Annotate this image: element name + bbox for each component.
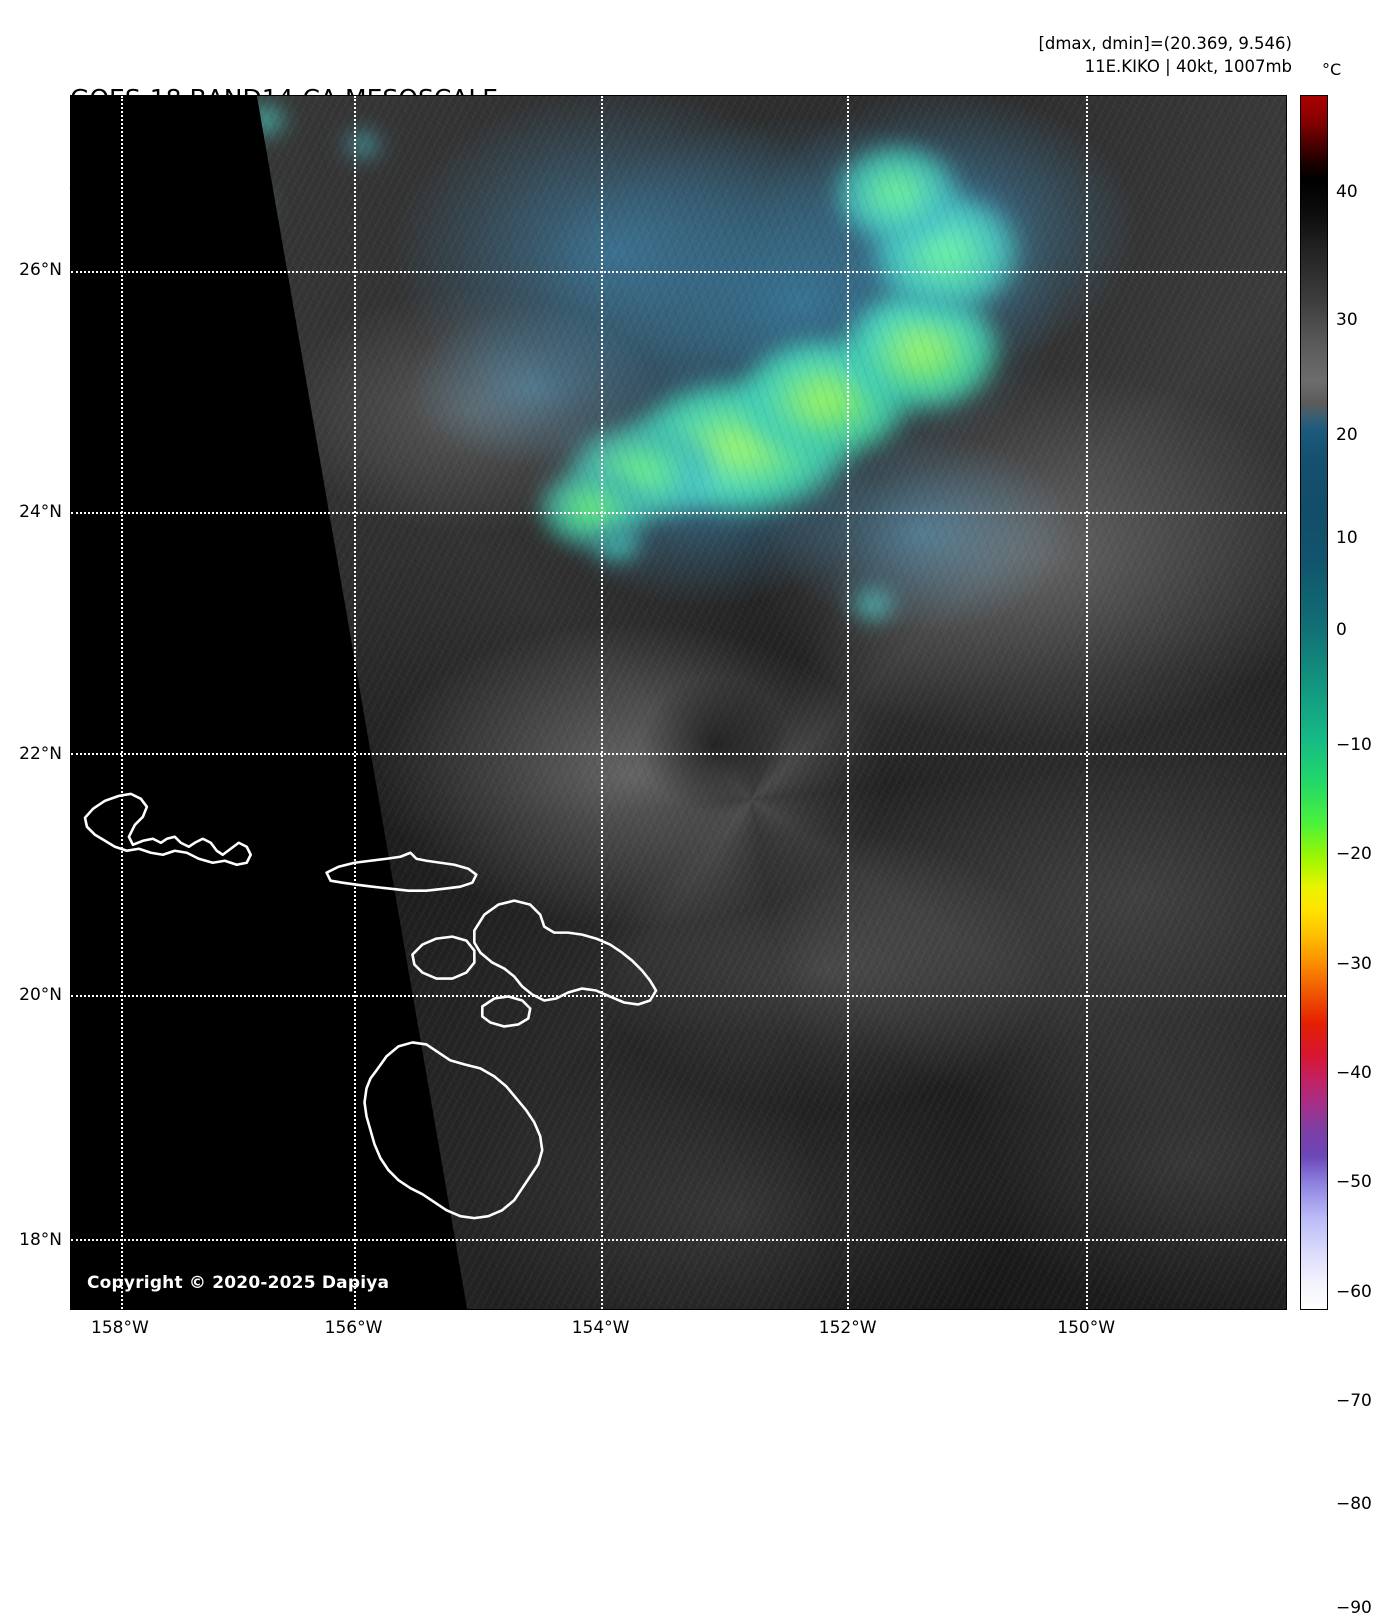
- kahoolawe-outline: [481, 995, 532, 1028]
- x-axis-tick-1: 156°W: [324, 1318, 383, 1338]
- plot-inner: Copyright © 2020-2025 Dapiya: [71, 96, 1286, 1309]
- coastline-overlay: [83, 792, 658, 1220]
- storm-info-readout: 11E.KIKO | 40kt, 1007mb: [1084, 57, 1292, 77]
- colorbar-tick-3: 10: [1336, 528, 1358, 549]
- gridline-horizontal-2: [71, 753, 1286, 756]
- metadata-block: [dmax, dmin]=(20.369, 9.546) 11E.KIKO | …: [1038, 32, 1292, 79]
- convective-cells-layer: [256, 96, 1286, 1309]
- hawaii-big-island-outline: [363, 1041, 544, 1220]
- colorbar-tick-7: −30: [1336, 953, 1372, 974]
- temperature-colorbar[interactable]: [1300, 95, 1328, 1310]
- colorbar-tick-2: 20: [1336, 425, 1358, 446]
- molokai-outline: [325, 851, 478, 892]
- gridline-horizontal-3: [71, 994, 1286, 997]
- colorbar-tick-9: −50: [1336, 1172, 1372, 1193]
- x-axis-tick-4: 150°W: [1057, 1318, 1116, 1338]
- y-axis-tick-3: 20°N: [19, 985, 62, 1006]
- gridline-horizontal-0: [71, 270, 1286, 273]
- colorbar-tick-8: −40: [1336, 1063, 1372, 1084]
- colorbar-tick-4: 0: [1336, 619, 1347, 640]
- colorbar-tick-6: −20: [1336, 844, 1372, 865]
- colorbar-tick-0: 40: [1336, 182, 1358, 203]
- dmax-dmin-readout: [dmax, dmin]=(20.369, 9.546): [1038, 34, 1292, 53]
- gridline-vertical-0: [120, 96, 123, 1309]
- gridline-horizontal-1: [71, 512, 1286, 515]
- gridline-vertical-2: [600, 96, 603, 1309]
- y-axis-tick-1: 24°N: [19, 501, 62, 522]
- colorbar-tick-1: 30: [1336, 309, 1358, 330]
- gridline-vertical-4: [1085, 96, 1088, 1309]
- colorbar-tick-11: −70: [1336, 1391, 1372, 1412]
- maui-outline: [473, 899, 658, 1006]
- colorbar-tick-10: −60: [1336, 1281, 1372, 1302]
- convective-cell-10: [345, 129, 380, 160]
- x-axis-tick-2: 154°W: [571, 1318, 630, 1338]
- y-axis-tick-0: 26°N: [19, 259, 62, 280]
- x-axis-tick-3: 152°W: [818, 1318, 877, 1338]
- y-axis-tick-2: 22°N: [19, 743, 62, 764]
- lanai-outline: [411, 935, 476, 980]
- colorbar-unit-label: °C: [1322, 60, 1342, 79]
- y-axis-tick-4: 18°N: [19, 1229, 62, 1250]
- colorbar-tick-5: −10: [1336, 735, 1372, 756]
- copyright-notice: Copyright © 2020-2025 Dapiya: [87, 1273, 390, 1293]
- colorbar-tick-12: −80: [1336, 1494, 1372, 1515]
- colorbar-tick-13: −90: [1336, 1597, 1372, 1618]
- x-axis-tick-0: 158°W: [91, 1318, 149, 1338]
- oahu-outline: [83, 792, 252, 867]
- convective-cell-4: [836, 144, 958, 242]
- gridline-horizontal-4: [71, 1238, 1286, 1241]
- cyclone-center: [642, 678, 788, 812]
- satellite-image-plot[interactable]: Copyright © 2020-2025 Dapiya: [70, 95, 1287, 1310]
- gridline-vertical-1: [354, 96, 357, 1309]
- convective-cell-11: [851, 588, 895, 623]
- gridline-vertical-3: [847, 96, 850, 1309]
